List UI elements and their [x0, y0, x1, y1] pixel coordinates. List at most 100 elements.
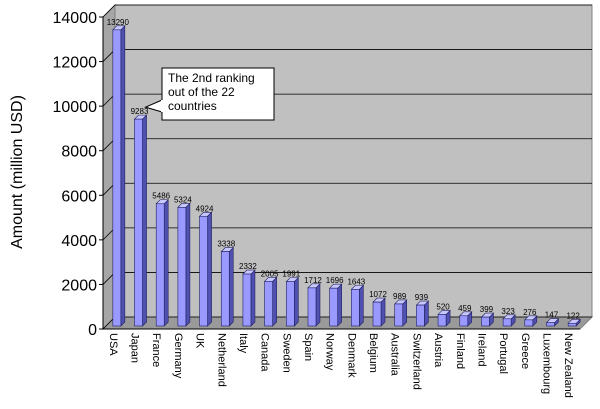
x-tick-label: Austria: [432, 333, 444, 368]
bar: [393, 299, 408, 327]
bar-front: [524, 319, 534, 327]
data-label: 1643: [347, 277, 365, 286]
bar-front: [372, 301, 382, 327]
x-tick-label: UK: [194, 333, 206, 349]
data-label: 13290: [107, 18, 130, 27]
x-tick-label: Finland: [454, 333, 466, 369]
x-tick-label: New Zealand: [562, 333, 574, 398]
data-label: 1072: [369, 290, 387, 299]
x-tick-label: Ireland: [475, 333, 487, 367]
bar-front: [502, 318, 512, 327]
x-tick-label: Japan: [129, 333, 141, 363]
y-tick-labels: 0 2000 4000 6000 8000 10000 12000 14000: [53, 10, 98, 339]
callout-pointer: [144, 99, 163, 113]
data-label: 3338: [217, 240, 235, 249]
bar-front: [242, 273, 252, 327]
x-tick-label: Portugal: [497, 333, 509, 374]
bar-side: [250, 269, 256, 327]
bar: [177, 202, 191, 327]
bar-side: [272, 276, 277, 327]
bar: [263, 276, 278, 327]
data-label: 9283: [131, 107, 149, 116]
bar-side: [142, 114, 147, 327]
bars: [112, 25, 581, 327]
callout-box: [161, 67, 275, 121]
axes: [99, 16, 580, 330]
callout-text-line: out of the 22: [168, 85, 235, 99]
bar-front: [416, 304, 425, 327]
y-tick-label: 6000: [61, 188, 97, 205]
x-tick-label: Switzerland: [410, 333, 422, 390]
bar-front: [285, 281, 295, 327]
x-tick-label: Italy: [237, 333, 249, 354]
bar: [415, 300, 430, 327]
bar-side: [402, 299, 408, 327]
bar-side: [120, 25, 126, 327]
bar: [112, 25, 126, 327]
bar: [220, 246, 234, 327]
x-tick-label: Canada: [259, 333, 271, 372]
callout-text-line: The 2nd ranking: [168, 71, 255, 85]
bar: [567, 318, 581, 327]
bar: [372, 297, 386, 327]
data-label: 4924: [196, 204, 214, 213]
y-tick-label: 4000: [61, 233, 97, 250]
x-tick-label: Denmark: [345, 333, 357, 378]
bar-side: [207, 211, 212, 327]
data-label: 147: [545, 311, 559, 320]
bar-front: [567, 322, 577, 327]
data-label: 399: [480, 305, 494, 314]
bar: [480, 312, 495, 327]
bar: [285, 276, 300, 327]
data-label: 459: [458, 304, 472, 313]
bar: [155, 199, 169, 327]
bar-side: [185, 202, 191, 327]
x-tick-label: Greece: [519, 333, 531, 369]
callout-text-line: countries: [168, 99, 217, 113]
data-label: 276: [523, 308, 537, 317]
bar: [545, 317, 560, 327]
data-label: 5486: [152, 192, 170, 201]
bar-front: [329, 287, 338, 327]
x-tick-label: Germany: [172, 333, 184, 379]
bar-front: [264, 281, 273, 327]
bar-front: [220, 251, 230, 327]
bar: [328, 283, 343, 327]
bar: [133, 114, 148, 327]
bar-side: [359, 284, 364, 327]
bar-side: [315, 283, 321, 327]
x-tick-label: Sweden: [280, 333, 292, 373]
bar-front: [155, 203, 165, 327]
data-label: 939: [415, 293, 429, 302]
plot-floor: [101, 316, 594, 330]
bar: [502, 314, 516, 327]
data-label: 5324: [174, 195, 192, 204]
bar-front: [546, 322, 555, 327]
bar: [459, 311, 473, 327]
bar-side: [163, 199, 169, 327]
data-label: 2332: [239, 262, 257, 271]
gridline: [102, 4, 592, 18]
x-tick-label: France: [150, 333, 162, 367]
y-tick-label: 2000: [61, 277, 97, 294]
x-tick-label: Luxembourg: [540, 333, 552, 394]
data-label: 1696: [326, 276, 344, 285]
bar-side: [293, 276, 299, 327]
x-tick-label: Netherland: [215, 333, 227, 387]
bar-front: [437, 314, 447, 327]
data-label: 2005: [261, 269, 279, 278]
bar: [198, 211, 213, 327]
bar-side: [337, 283, 342, 327]
y-tick-label: 12000: [53, 55, 98, 72]
bar-front: [134, 118, 143, 327]
data-label: 520: [436, 302, 450, 311]
bar-front: [199, 215, 208, 327]
data-label: 323: [501, 307, 515, 316]
data-label: 989: [393, 292, 407, 301]
y-axis-label: Amount (million USD): [9, 95, 26, 249]
data-label: 1991: [282, 270, 300, 279]
bar: [307, 283, 321, 327]
